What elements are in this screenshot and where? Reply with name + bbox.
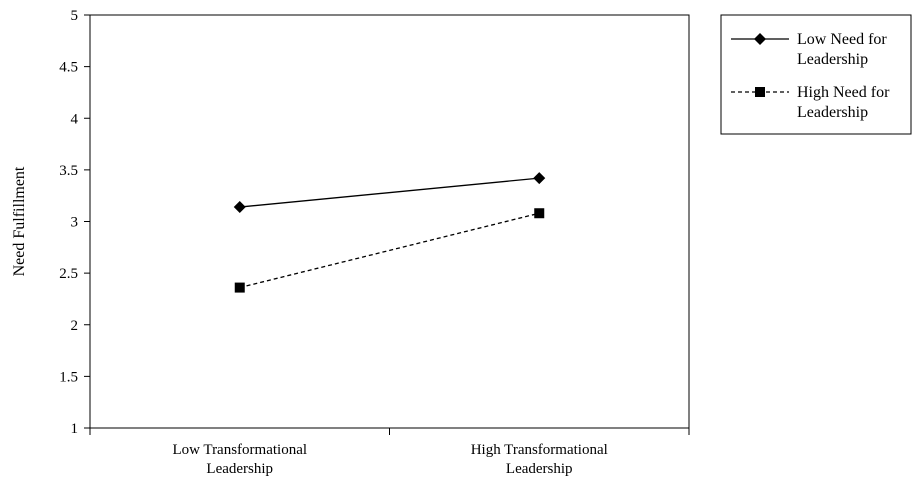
- legend-label-line: Leadership: [797, 104, 868, 121]
- legend-label-line: Leadership: [797, 51, 868, 68]
- y-tick-label: 3: [71, 215, 79, 231]
- x-tick-label-line: Low Transformational: [172, 442, 307, 458]
- plot-frame: [89, 14, 690, 429]
- legend-label-line: High Need for: [797, 84, 890, 101]
- y-axis-title: Need Fulfillment: [11, 166, 28, 276]
- y-tick-label: 1: [71, 421, 79, 437]
- legend: Low Need for Leadership High Need for Leade…: [720, 14, 912, 135]
- x-tick-label-line: High Transformational: [471, 442, 608, 458]
- x-tick-label-line: Leadership: [206, 461, 273, 477]
- series-1: [233, 172, 546, 214]
- plot-area: [89, 14, 690, 429]
- legend-item: High Need for Leadership: [731, 84, 890, 121]
- y-tick-label: 4.5: [59, 60, 78, 76]
- x-tick-label: High Transformational Leadership: [471, 442, 608, 477]
- x-tick-label: Low Transformational Leadership: [172, 442, 307, 477]
- square-marker: [234, 282, 245, 293]
- legend-square-marker: [755, 87, 765, 97]
- diamond-marker: [233, 201, 246, 214]
- series-layer: [233, 172, 546, 293]
- x-tick-label-line: Leadership: [506, 461, 573, 477]
- legend-label: High Need for Leadership: [797, 84, 890, 121]
- y-tick-label: 2.5: [59, 266, 78, 282]
- series-line: [239, 212, 540, 289]
- series-2: [234, 208, 545, 293]
- y-tick-label: 4: [71, 111, 79, 127]
- legend-box: [720, 14, 912, 135]
- legend-label: Low Need for Leadership: [797, 31, 887, 68]
- y-tick-label: 1.5: [59, 369, 78, 385]
- y-tick-label: 2: [71, 318, 79, 334]
- y-tick-label: 5: [71, 8, 79, 24]
- legend-item: Low Need for Leadership: [731, 31, 887, 68]
- legend-diamond-marker: [754, 33, 766, 45]
- y-tick-label: 3.5: [59, 163, 78, 179]
- legend-label-line: Low Need for: [797, 31, 887, 48]
- series-line: [239, 177, 540, 208]
- y-axis: 1 1.5 2 2.5 3 3.5 4 4.5 5: [59, 8, 90, 437]
- square-marker: [534, 208, 545, 219]
- diamond-marker: [533, 172, 546, 185]
